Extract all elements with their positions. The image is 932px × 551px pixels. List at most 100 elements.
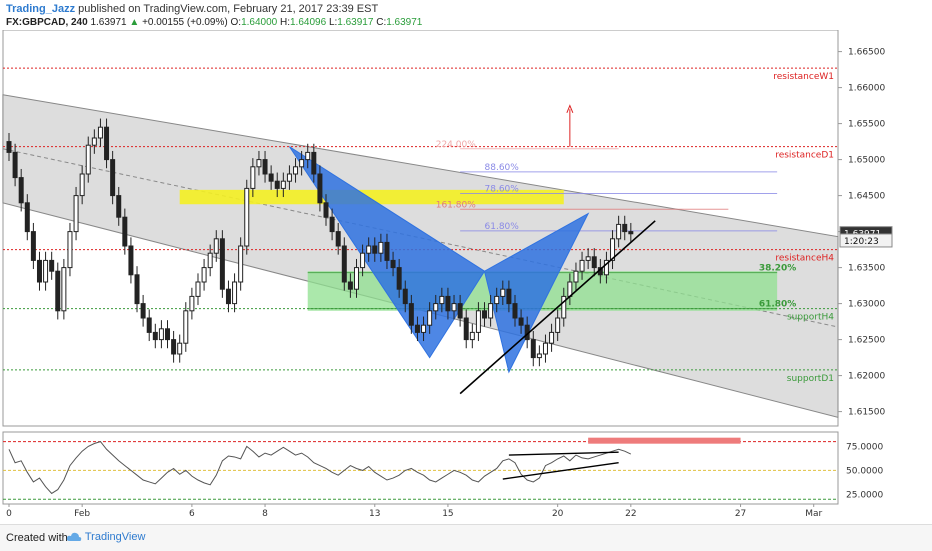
- candle-body: [500, 288, 506, 297]
- candle-body: [610, 238, 616, 261]
- candle-body: [390, 259, 396, 269]
- candle-body: [134, 274, 140, 305]
- candle-body: [286, 173, 292, 182]
- candle-body: [244, 187, 250, 247]
- price-tick-label: 1.61500: [848, 408, 885, 418]
- candle-body: [555, 317, 561, 333]
- tradingview-logo[interactable]: TradingView: [66, 531, 145, 543]
- candle-body: [512, 303, 518, 319]
- author-link[interactable]: Trading_Jazz: [6, 3, 76, 15]
- candle-body: [18, 177, 24, 204]
- close-label: C:: [376, 17, 387, 28]
- rsi-line: [8, 441, 632, 495]
- candle-body: [140, 303, 146, 319]
- candle-body: [421, 324, 427, 333]
- candle-body: [43, 259, 49, 283]
- low-label: L:: [328, 17, 338, 28]
- candle-body: [225, 288, 231, 305]
- candle-body: [110, 159, 116, 197]
- time-tick-label: 20: [552, 509, 564, 519]
- fib-label: 224.00%: [436, 140, 476, 150]
- candle-body: [171, 339, 177, 355]
- candle-body: [549, 331, 555, 344]
- candle-body: [256, 159, 262, 168]
- candle-body: [274, 180, 280, 189]
- candle-body: [30, 231, 36, 261]
- candle-body: [24, 202, 30, 233]
- candle-body: [177, 342, 183, 355]
- candle-body: [366, 245, 372, 254]
- chart-svg[interactable]: resistanceW1 resistanceD1 resistanceH4 supp…: [0, 29, 932, 524]
- footer: Created with TradingView: [0, 524, 932, 551]
- close-value: 1.63971: [386, 17, 423, 28]
- candle-body: [396, 267, 402, 290]
- time-tick-label: 13: [369, 509, 380, 519]
- candle-body: [616, 223, 622, 240]
- candle-body: [299, 159, 305, 168]
- price-tag: [839, 233, 893, 248]
- price-panel-border: [2, 29, 839, 427]
- candle-body: [360, 252, 366, 269]
- rsi-tick-label: 75.0000: [846, 442, 883, 452]
- candle-body: [122, 216, 128, 247]
- created-with-label: Created with: [6, 532, 68, 544]
- candle-body: [317, 173, 323, 204]
- candle-body: [268, 173, 274, 182]
- candle-body: [622, 223, 628, 233]
- candle-body: [311, 151, 317, 175]
- candle-body: [293, 166, 299, 175]
- candle-body: [104, 126, 110, 161]
- rsi-upper-line: [508, 451, 619, 456]
- candle-body: [603, 259, 609, 276]
- channel-midline: [2, 148, 839, 328]
- candle-body: [445, 295, 451, 312]
- time-tick-label: 27: [735, 509, 746, 519]
- change-arrow-icon: ▲: [129, 17, 140, 28]
- candle-body: [585, 256, 591, 261]
- fib-label: 61.80%: [485, 222, 520, 232]
- fib-label: 78.60%: [485, 184, 520, 194]
- last-price: 1.63971: [90, 17, 127, 28]
- cloud-icon: [66, 532, 82, 542]
- time-tick-label: 8: [262, 509, 268, 519]
- candle-body: [262, 159, 268, 175]
- candle-body: [536, 353, 542, 359]
- candle-body: [232, 281, 238, 305]
- candle-body: [280, 180, 286, 189]
- candle-body: [506, 288, 512, 305]
- candle-body: [91, 137, 97, 146]
- chart-area[interactable]: resistanceW1 resistanceD1 resistanceH4 supp…: [0, 29, 932, 524]
- candle-body: [329, 216, 335, 233]
- candle-body: [494, 295, 500, 305]
- rsi-overbought-bar: [588, 437, 741, 444]
- publish-info: published on TradingView.com, February 2…: [78, 3, 379, 15]
- candle-body: [305, 151, 311, 161]
- symbol-name: FX:GBPCAD, 240: [6, 17, 88, 28]
- candle-body: [372, 245, 378, 254]
- high-value: 1.64096: [290, 17, 327, 28]
- price-tick-label: 1.65500: [848, 120, 885, 130]
- candle-body: [475, 310, 481, 333]
- candle-body: [207, 252, 213, 269]
- candle-body: [457, 303, 463, 319]
- candle-body: [439, 295, 445, 305]
- candle-body: [55, 270, 61, 312]
- candle-body: [518, 317, 524, 326]
- candle-body: [482, 310, 488, 319]
- candle-body: [165, 328, 171, 341]
- candle-body: [433, 303, 439, 312]
- support-trendline: [459, 220, 656, 395]
- fib-label: 61.80%: [759, 300, 797, 310]
- candle-body: [414, 324, 420, 333]
- candle-body: [561, 295, 567, 319]
- candle-body: [488, 303, 494, 319]
- candle-body: [469, 331, 475, 341]
- candle-body: [85, 144, 91, 175]
- candle-body: [183, 310, 189, 344]
- price-tick-label: 1.62500: [848, 336, 885, 346]
- level-label: supportD1: [787, 374, 834, 384]
- candle-body: [530, 339, 536, 359]
- candle-body: [201, 267, 207, 283]
- high-label: H:: [280, 17, 290, 28]
- candle-body: [463, 317, 469, 341]
